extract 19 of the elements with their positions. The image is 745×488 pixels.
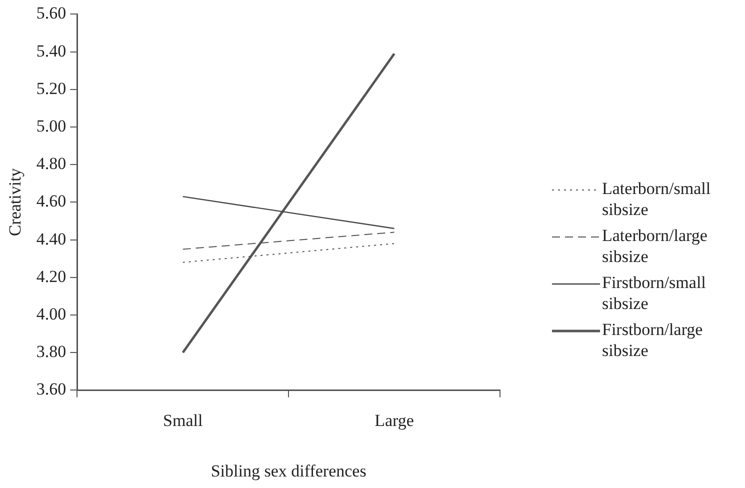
legend-label: Laterborn/small sibsize <box>602 178 712 220</box>
y-tick-label: 4.20 <box>36 266 66 286</box>
y-tick-label: 5.00 <box>36 116 66 136</box>
legend-label: Laterborn/large sibsize <box>602 225 708 267</box>
legend-label: Firstborn/small sibsize <box>602 272 707 314</box>
y-tick-label: 4.80 <box>36 154 66 174</box>
x-axis-title: Sibling sex differences <box>210 461 366 480</box>
y-tick-label: 5.40 <box>36 41 66 60</box>
y-tick-label: 4.60 <box>36 192 66 211</box>
y-tick-label: 4.00 <box>36 304 66 324</box>
x-tick-label: Small <box>163 410 203 430</box>
y-tick-label: 4.40 <box>36 229 66 248</box>
y-tick-label: 3.60 <box>36 380 66 399</box>
x-tick-label: Large <box>374 410 414 430</box>
y-axis-title: Creativity <box>6 168 25 236</box>
y-tick-label: 5.20 <box>36 78 66 98</box>
y-tick-label: 5.60 <box>36 4 66 23</box>
legend-label: Firstborn/large sibsize <box>602 319 704 361</box>
y-tick-label: 3.80 <box>36 342 66 362</box>
